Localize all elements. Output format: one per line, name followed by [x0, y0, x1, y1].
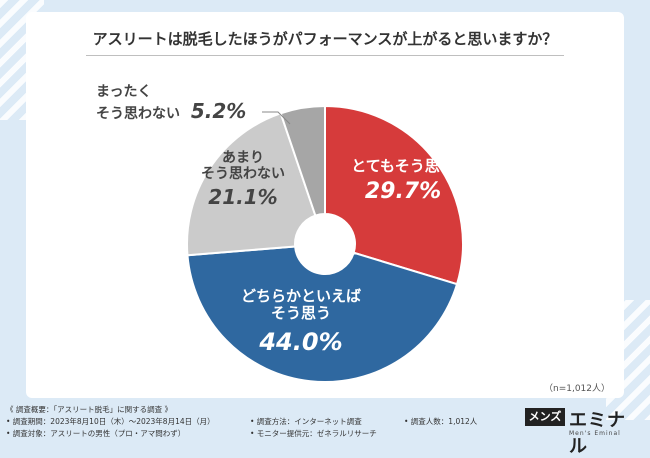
title-underline — [86, 55, 564, 56]
survey-period: • 調査期間：2023年8月10日（木）〜2023年8月14日（月） — [6, 417, 215, 426]
slice-not-at-all — [279, 104, 326, 217]
label-very-much: とてもそう思う 29.7% — [348, 157, 458, 205]
leader-line-not-at-all — [262, 111, 291, 125]
label-very-much-pct: 29.7% — [364, 179, 442, 205]
slice-not-really — [186, 112, 317, 257]
label-not-really-pct: 21.1% — [208, 185, 278, 210]
chart-title: アスリートは脱毛したほうがパフォーマンスが上がると思いますか？ — [92, 30, 558, 48]
label-not-really: あまり そう思わない 21.1% — [188, 150, 298, 209]
label-very-much-text: とてもそう思う — [351, 157, 455, 175]
brand-logo: メンズ エミナル Men's Eminal — [525, 405, 643, 457]
label-somewhat-line1: どちらかといえば — [240, 287, 361, 305]
label-not-really-line1: あまり — [222, 150, 264, 166]
survey-method: • 調査方法：インターネット調査 — [250, 417, 362, 426]
label-not-at-all-line2: そう思わない — [96, 106, 180, 123]
label-not-at-all: まったく そう思わない 5.2% — [96, 84, 286, 123]
label-not-really-line2: そう思わない — [201, 166, 285, 183]
survey-count: • 調査人数：1,012人 — [404, 417, 478, 426]
logo-box: メンズ — [525, 408, 565, 426]
label-somewhat-pct: 44.0% — [259, 327, 343, 356]
label-not-at-all-pct: 5.2% — [190, 99, 247, 124]
label-somewhat-line2: そう思う — [270, 304, 331, 323]
survey-provider: • モニター提供元：ゼネラルリサーチ — [250, 429, 377, 438]
label-not-at-all-line1: まったく — [96, 84, 152, 100]
logo-subtitle: Men's Eminal — [569, 430, 621, 437]
label-somewhat: どちらかといえば そう思う 44.0% — [226, 287, 376, 356]
slice-very-much — [324, 104, 464, 286]
sample-size: （n=1,012人） — [543, 384, 610, 394]
survey-heading: 《 調査概要：「アスリート脱毛」に関する調査 》 — [6, 405, 173, 414]
slice-somewhat — [186, 245, 459, 383]
survey-target: • 調査対象：アスリートの男性（プロ・アマ問わず） — [6, 429, 186, 438]
